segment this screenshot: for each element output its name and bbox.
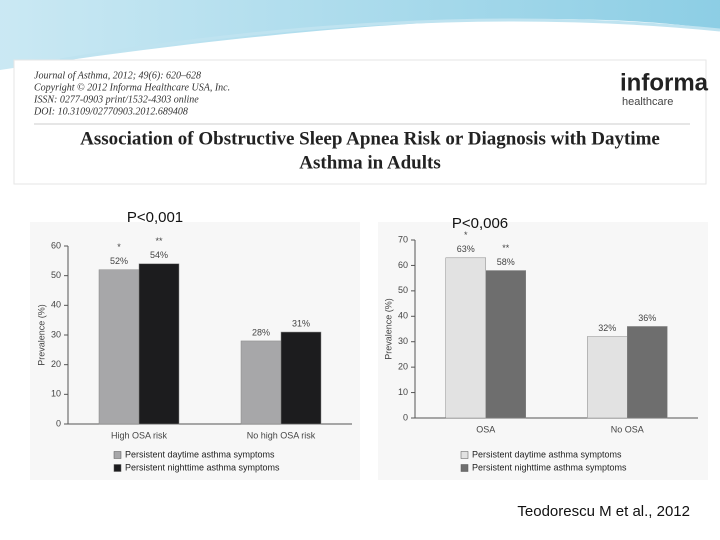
annotation: **	[155, 236, 163, 246]
bar	[485, 270, 526, 419]
value-label: 52%	[110, 256, 128, 266]
value-label: 36%	[638, 313, 656, 323]
legend-label: Persistent daytime asthma symptoms	[125, 449, 275, 459]
y-tick-label: 30	[398, 336, 408, 346]
logo-sub: healthcare	[622, 96, 673, 108]
value-label: 31%	[292, 318, 310, 328]
y-tick-label: 60	[398, 260, 408, 270]
value-label: 58%	[497, 257, 515, 267]
x-tick-label: No OSA	[611, 424, 644, 434]
y-tick-label: 40	[51, 300, 61, 310]
annotation: **	[502, 243, 510, 253]
journal-line: DOI: 10.3109/02770903.2012.689408	[33, 106, 188, 117]
legend-label: Persistent daytime asthma symptoms	[472, 449, 622, 459]
legend-label: Persistent nighttime asthma symptoms	[125, 462, 280, 472]
y-tick-label: 0	[56, 418, 61, 428]
y-tick-label: 50	[51, 270, 61, 280]
y-tick-label: 0	[403, 412, 408, 422]
swoosh	[0, 0, 720, 70]
y-tick-label: 40	[398, 311, 408, 321]
citation: Teodorescu M et al., 2012	[517, 503, 690, 520]
title: Association of Obstructive Sleep Apnea R…	[80, 128, 660, 149]
legend-swatch	[113, 464, 122, 472]
bar	[240, 340, 282, 425]
swoosh-line	[59, 18, 720, 62]
p-value: P<0,001	[127, 209, 183, 226]
journal-line: ISSN: 0277-0903 print/1532-4303 online	[33, 94, 199, 105]
y-tick-label: 20	[51, 359, 61, 369]
journal-line: Journal of Asthma, 2012; 49(6): 620–628	[34, 70, 201, 81]
value-label: 32%	[598, 323, 616, 333]
bar	[98, 269, 140, 425]
bar	[587, 336, 628, 419]
y-tick-label: 30	[51, 329, 61, 339]
header-box	[13, 59, 707, 185]
annotation: *	[464, 230, 468, 240]
logo: informa	[620, 69, 709, 96]
y-tick-label: 70	[398, 234, 408, 244]
value-label: 63%	[457, 244, 475, 254]
legend-swatch	[460, 464, 469, 472]
y-tick-label: 20	[398, 362, 408, 372]
bar	[627, 326, 668, 419]
y-tick-label: 10	[51, 389, 61, 399]
y-axis-label: Prevalence (%)	[383, 298, 393, 360]
p-value: P<0,006	[452, 215, 508, 232]
journal-line: Copyright © 2012 Informa Healthcare USA,…	[34, 82, 230, 93]
value-label: 54%	[150, 250, 168, 260]
y-axis-label: Prevalence (%)	[36, 304, 46, 366]
legend-label: Persistent nighttime asthma symptoms	[472, 462, 627, 472]
y-tick-label: 50	[398, 285, 408, 295]
bar	[280, 331, 322, 425]
bar	[138, 263, 180, 425]
y-tick-label: 60	[51, 240, 61, 250]
y-tick-label: 10	[398, 387, 408, 397]
legend-swatch	[113, 451, 122, 459]
bar	[445, 257, 486, 419]
x-tick-label: No high OSA risk	[247, 430, 316, 440]
legend-swatch	[460, 451, 469, 459]
annotation: *	[117, 242, 121, 252]
x-tick-label: High OSA risk	[111, 430, 168, 440]
title: Asthma in Adults	[299, 152, 441, 173]
x-tick-label: OSA	[476, 424, 495, 434]
value-label: 28%	[252, 327, 270, 337]
